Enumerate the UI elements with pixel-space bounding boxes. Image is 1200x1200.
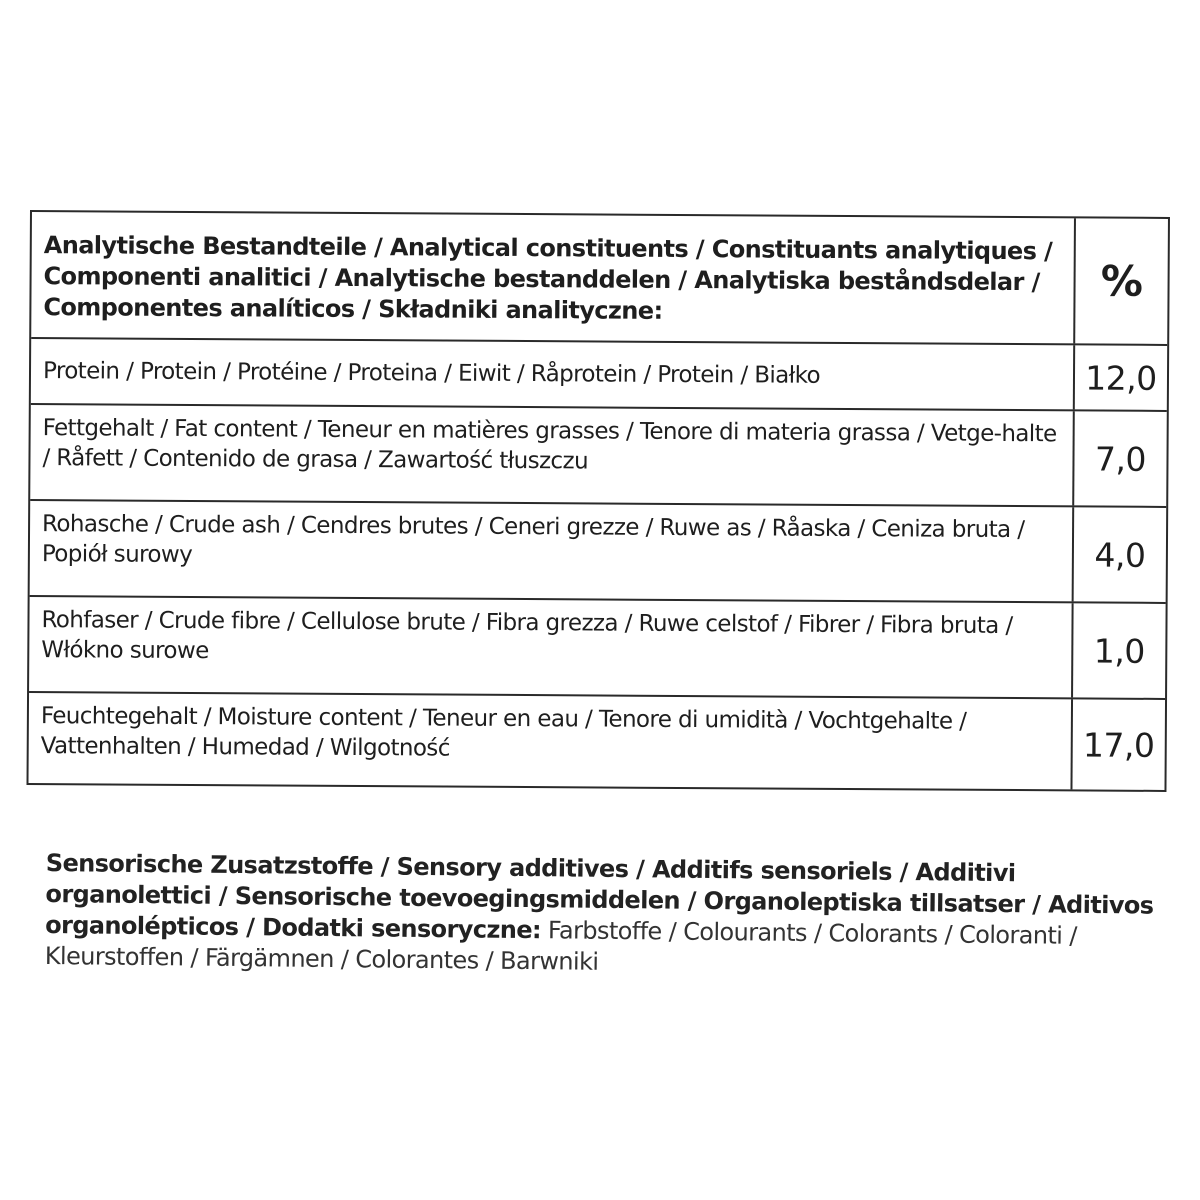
row-value: 4,0 bbox=[1094, 535, 1146, 575]
row-value: 17,0 bbox=[1082, 724, 1155, 765]
row-label: Rohasche / Crude ash / Cendres brutes / … bbox=[29, 501, 1075, 602]
row-label: Protein / Protein / Protéine / Proteina … bbox=[30, 339, 1076, 410]
analytical-constituents-table: Analytische Bestandteile / Analytical co… bbox=[26, 210, 1170, 792]
table-row: Rohasche / Crude ash / Cendres brutes / … bbox=[29, 499, 1167, 602]
table-row: Protein / Protein / Protéine / Proteina … bbox=[30, 337, 1168, 410]
table-row: Fettgehalt / Fat content / Teneur en mat… bbox=[30, 403, 1167, 506]
row-value: 7,0 bbox=[1094, 439, 1147, 479]
row-value: 1,0 bbox=[1093, 631, 1145, 671]
header-unit: % bbox=[1100, 256, 1143, 306]
table-row: Rohfaser / Crude fibre / Cellulose brute… bbox=[29, 595, 1166, 698]
row-value: 12,0 bbox=[1085, 357, 1157, 398]
sensory-additives-paragraph: Sensorische Zusatzstoffe / Sensory addit… bbox=[45, 848, 1176, 984]
row-label: Rohfaser / Crude fibre / Cellulose brute… bbox=[29, 597, 1074, 698]
table-header-row: Analytische Bestandteile / Analytical co… bbox=[31, 212, 1168, 344]
table-row: Feuchtegehalt / Moisture content / Teneu… bbox=[28, 691, 1166, 790]
header-label: Analytische Bestandteile / Analytical co… bbox=[31, 212, 1076, 344]
row-label: Fettgehalt / Fat content / Teneur en mat… bbox=[30, 405, 1075, 506]
row-label: Feuchtegehalt / Moisture content / Teneu… bbox=[28, 693, 1074, 790]
